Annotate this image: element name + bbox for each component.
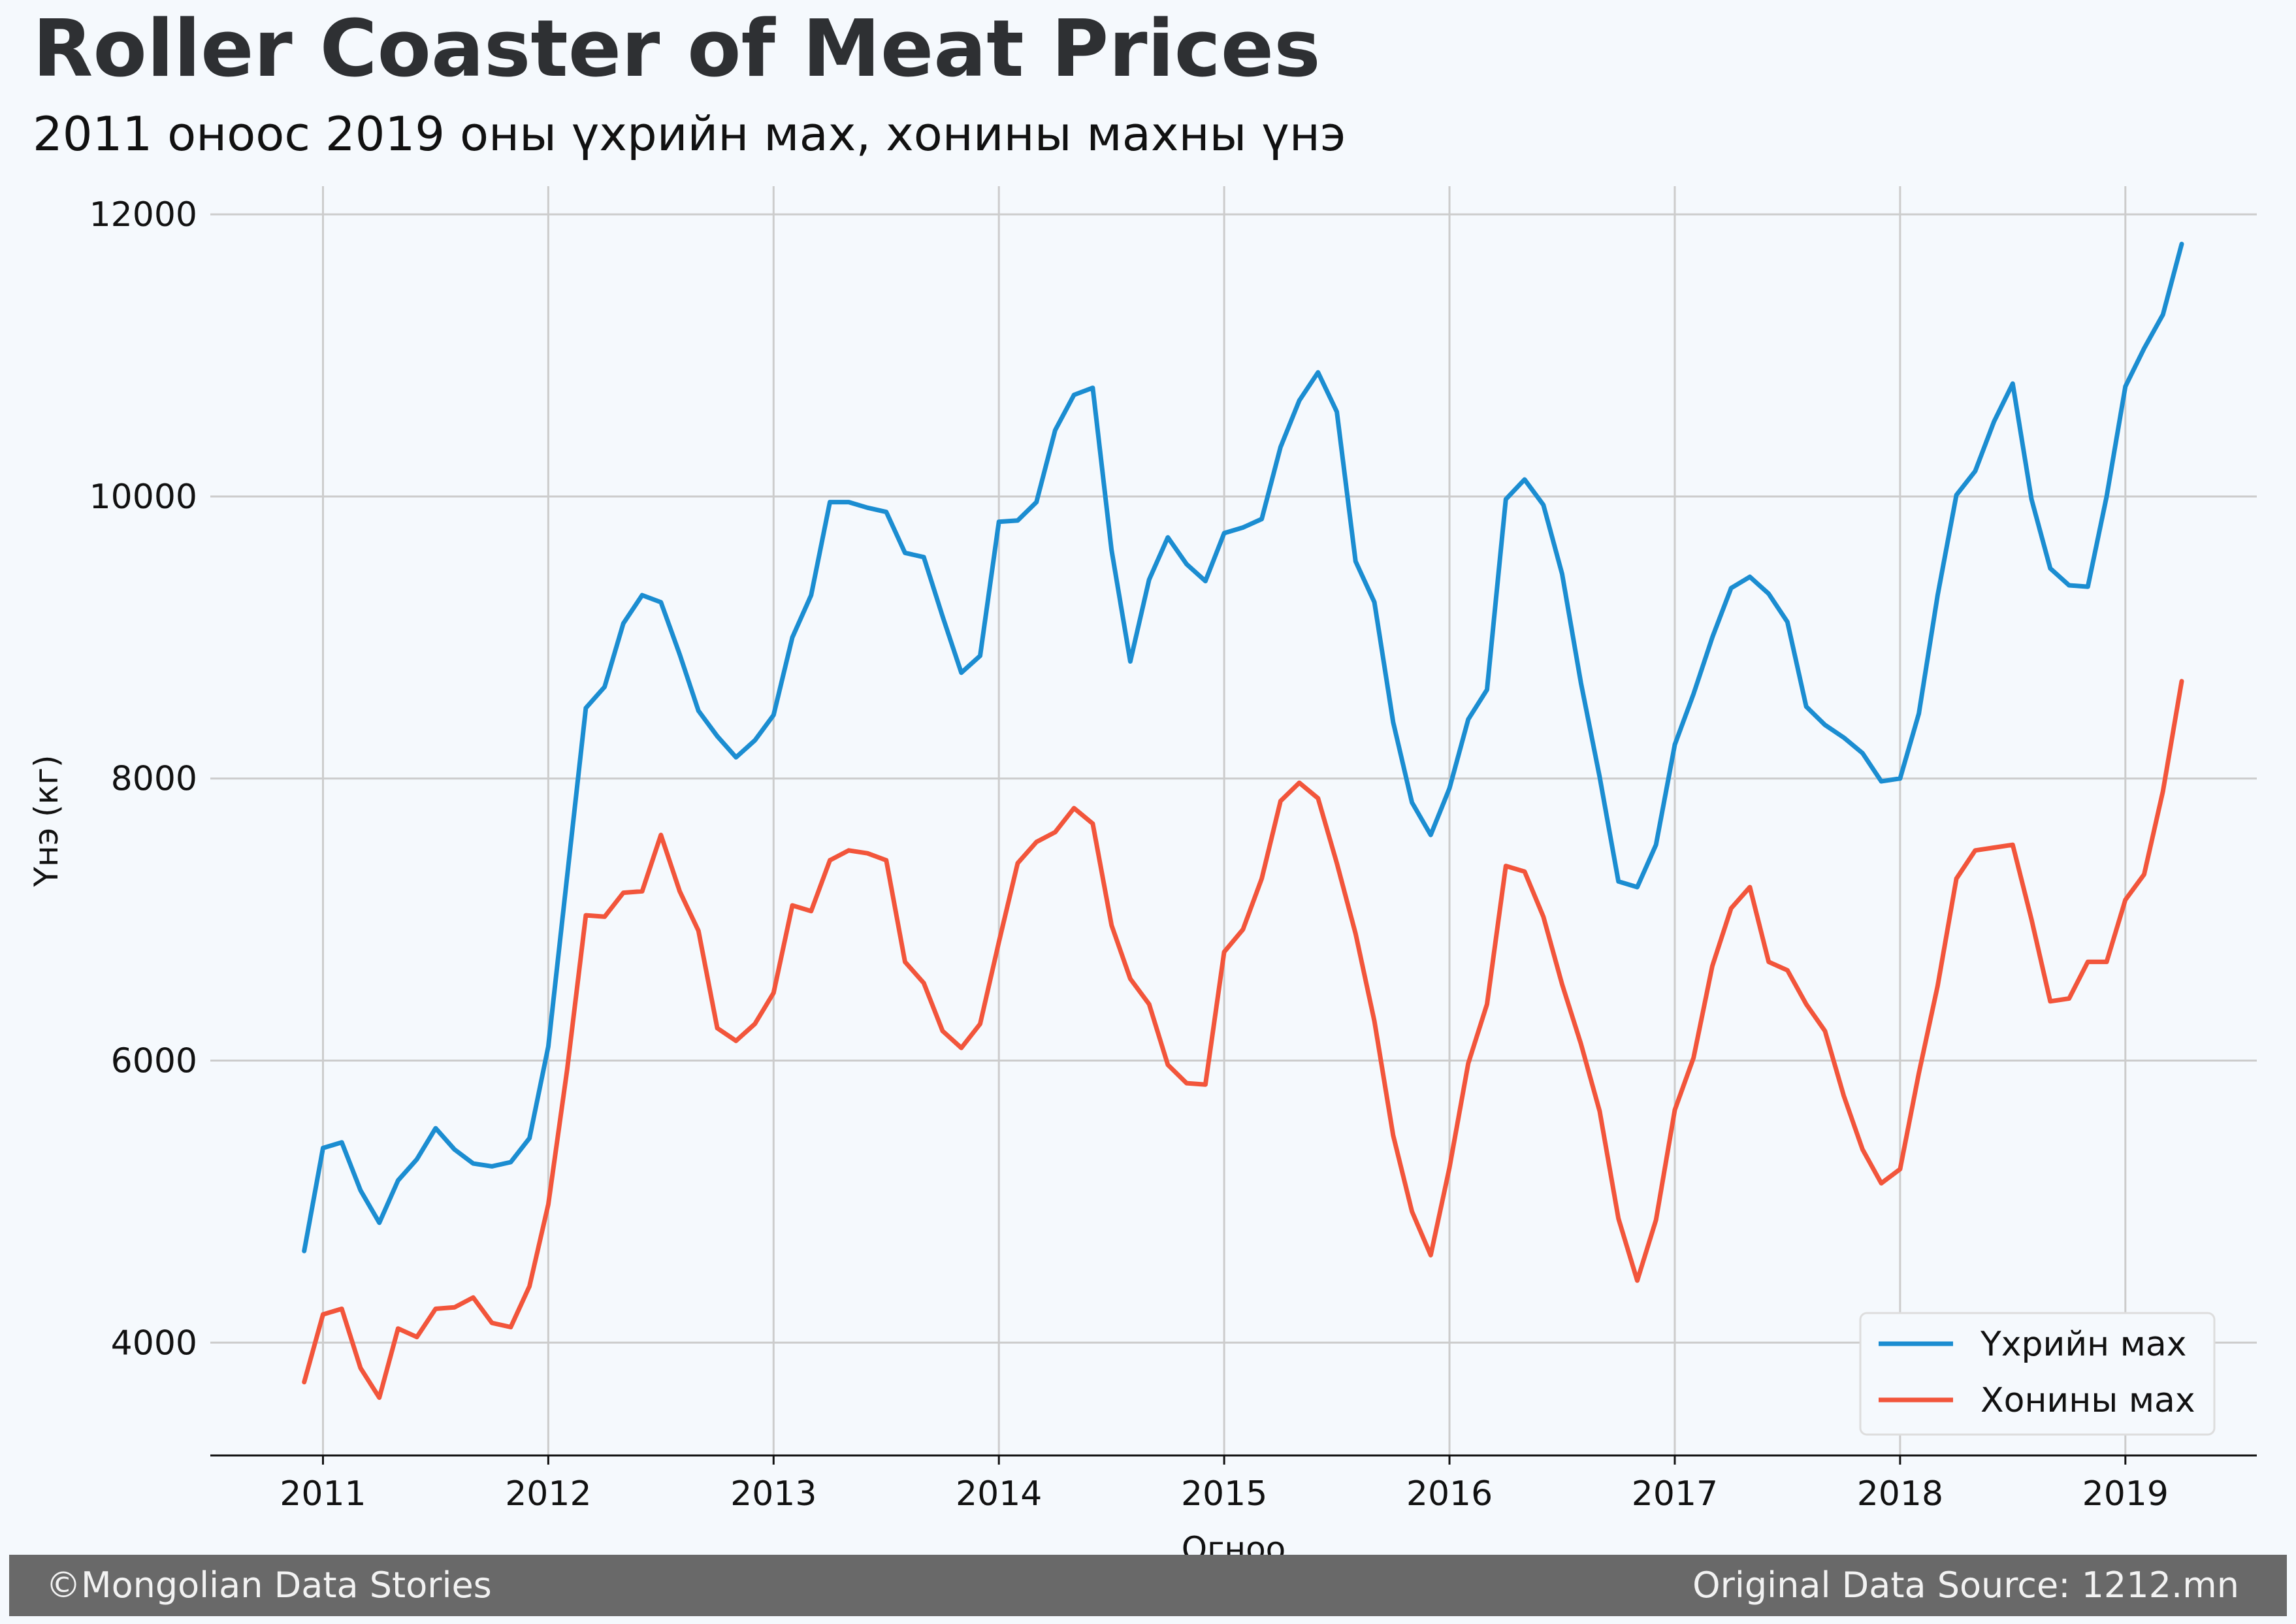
legend-label-mutton: Хонины мах [1981, 1381, 2195, 1420]
grid-lines [210, 186, 2257, 1455]
x-tick-label: 2017 [1632, 1474, 1718, 1514]
series-line-mutton [302, 679, 2184, 1400]
series-line-beef [302, 242, 2184, 1254]
y-tick-label: 4000 [111, 1324, 197, 1363]
x-tick-label: 2019 [2082, 1474, 2169, 1514]
legend: Үхрийн мах Хонины мах [1859, 1312, 2216, 1436]
chart-subtitle: 2011 оноос 2019 оны үхрийн мах, хонины м… [33, 106, 1346, 161]
chart-title: Roller Coaster of Meat Prices [33, 4, 1321, 95]
x-tick-label: 2014 [956, 1474, 1042, 1514]
footer-bar [9, 1555, 2287, 1616]
x-tick-label: 2013 [730, 1474, 817, 1514]
footer-source: Original Data Source: 1212.mn [1692, 1565, 2239, 1606]
y-axis-ticks: 4000 6000 8000 10000 12000 [89, 195, 197, 1363]
x-tick-label: 2015 [1181, 1474, 1267, 1514]
x-tick-label: 2018 [1857, 1474, 1943, 1514]
footer-copyright: ©Mongolian Data Stories [46, 1565, 492, 1606]
y-axis-label: Үнэ (кг) [27, 755, 65, 887]
x-axis-ticks: 2011 2012 2013 2014 2015 2016 2017 2018 2019 [280, 1455, 2169, 1514]
legend-label-beef: Үхрийн мах [1980, 1325, 2187, 1364]
series-lines [302, 242, 2184, 1400]
x-tick-label: 2012 [505, 1474, 591, 1514]
y-tick-label: 10000 [89, 478, 197, 517]
y-tick-label: 6000 [111, 1042, 197, 1081]
x-tick-label: 2016 [1406, 1474, 1493, 1514]
x-tick-label: 2011 [280, 1474, 366, 1514]
y-tick-label: 12000 [89, 195, 197, 235]
y-tick-label: 8000 [111, 760, 197, 799]
